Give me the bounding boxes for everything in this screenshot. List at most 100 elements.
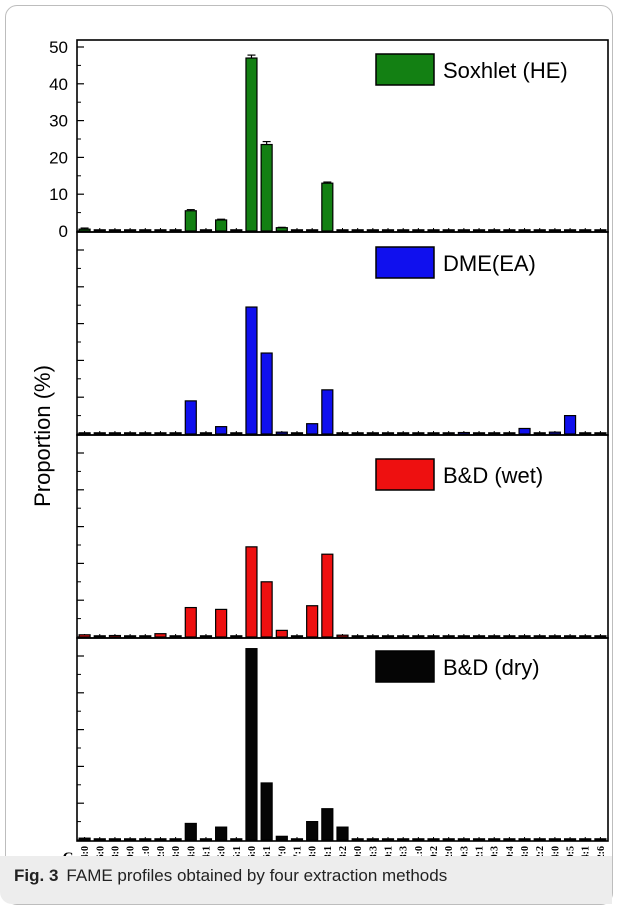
bar [412, 229, 425, 232]
legend-swatch [375, 650, 435, 683]
bar [427, 838, 440, 841]
bar [154, 838, 167, 841]
bar [381, 229, 395, 232]
bar [518, 427, 531, 435]
x-tick-label: 20:3 [459, 846, 470, 864]
bar [366, 635, 379, 638]
x-tick-label: 20:0 [353, 846, 364, 864]
caption-label: Fig. 3 [14, 866, 59, 885]
legend-swatch [375, 53, 435, 86]
x-tick-label: 20:4 [505, 846, 516, 864]
legend-label: B&D (wet) [443, 463, 543, 488]
bar [336, 826, 349, 841]
x-tick-label: 6:0 [95, 846, 106, 859]
bar [93, 635, 106, 638]
x-tick-label: 16:0 [247, 846, 258, 864]
bar [139, 838, 152, 841]
x-tick-label: 11:0 [141, 846, 152, 864]
x-tick-label: 17:0 [277, 846, 288, 864]
bar [245, 57, 258, 232]
bar [336, 634, 349, 638]
bar [442, 229, 455, 232]
bar [275, 431, 288, 435]
bar [199, 635, 213, 638]
bar [78, 432, 91, 435]
bar [321, 389, 334, 435]
bar [108, 838, 122, 841]
bar [321, 182, 334, 232]
x-tick-label: 18:3 [368, 846, 379, 864]
bar [321, 553, 334, 638]
bar [306, 820, 319, 841]
bar [518, 838, 531, 841]
bar [275, 227, 288, 232]
bar [230, 229, 243, 232]
bar [215, 826, 228, 841]
y-axis-label: Proportion (%) [30, 365, 55, 507]
x-tick-label: 24:1 [581, 846, 592, 864]
x-tick-label: 22:1 [475, 846, 486, 864]
x-tick-label: 23:0 [520, 846, 531, 864]
bar [442, 432, 455, 435]
bar [306, 229, 319, 232]
bar [397, 838, 410, 841]
x-tick-label: 10:0 [126, 846, 137, 864]
x-tick-label: 20:1 [384, 846, 395, 864]
bar [397, 432, 410, 435]
legend-label: DME(EA) [443, 251, 536, 276]
bar [245, 648, 258, 841]
bar [139, 635, 152, 638]
bar [290, 229, 304, 232]
bar [594, 229, 607, 232]
bar [548, 431, 562, 435]
bar [503, 229, 516, 232]
y-tick-label: 50 [49, 38, 68, 57]
bar [260, 352, 273, 435]
bar [245, 306, 258, 435]
bar [123, 229, 137, 232]
bar [184, 606, 197, 638]
bar [427, 229, 440, 232]
x-tick-label: 15:0 [217, 846, 228, 864]
bar [108, 432, 122, 435]
bar [488, 229, 501, 232]
bar [78, 837, 91, 841]
bar [548, 635, 562, 638]
legend-label: Soxhlet (HE) [443, 58, 568, 83]
bar [108, 229, 122, 232]
bar [457, 635, 470, 638]
bar [457, 838, 470, 841]
bar [563, 415, 577, 435]
bar [306, 423, 319, 435]
bar [169, 229, 182, 232]
bar [245, 546, 258, 638]
bar [260, 581, 273, 638]
bar [579, 432, 592, 435]
bar [184, 210, 197, 232]
bar [336, 432, 349, 435]
x-tick-label: 16:1 [262, 846, 273, 864]
bar [230, 838, 243, 841]
bar [518, 229, 531, 232]
x-tick-label: 13:0 [171, 846, 182, 864]
bar [579, 838, 592, 841]
caption-text: FAME profiles obtained by four extractio… [66, 866, 448, 885]
x-tick-label: 22:0 [444, 846, 455, 864]
bar [488, 635, 501, 638]
bar [275, 835, 288, 841]
x-tick-label: 18:1 [323, 846, 334, 864]
x-tick-label: 18:2 [338, 846, 349, 864]
bar [275, 629, 288, 638]
bar [321, 808, 334, 841]
bar [503, 432, 516, 435]
bar [412, 838, 425, 841]
bar [123, 432, 137, 435]
bar [260, 782, 273, 841]
x-tick-label: 18:0 [308, 846, 319, 864]
bar [579, 635, 592, 638]
x-tick-label: 20:5 [566, 846, 577, 864]
bar [397, 635, 410, 638]
bar [366, 838, 379, 841]
bar [351, 229, 364, 232]
figure-frame [5, 5, 613, 905]
